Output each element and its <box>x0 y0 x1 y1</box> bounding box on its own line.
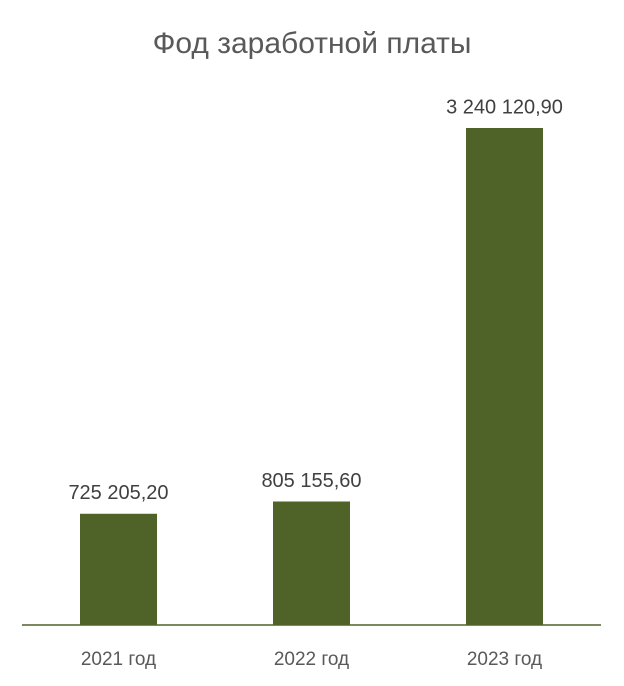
x-tick-label: 2021 год <box>81 649 156 670</box>
x-tick-label: 2023 год <box>467 649 542 670</box>
value-label: 805 155,60 <box>261 470 361 492</box>
chart-title: Фод заработной платы <box>153 27 472 60</box>
x-tick-label: 2022 год <box>274 649 349 670</box>
value-label: 3 240 120,90 <box>446 96 563 118</box>
bar <box>80 513 157 625</box>
value-label: 725 205,20 <box>68 482 168 504</box>
bar <box>466 128 543 625</box>
bar <box>273 501 350 625</box>
